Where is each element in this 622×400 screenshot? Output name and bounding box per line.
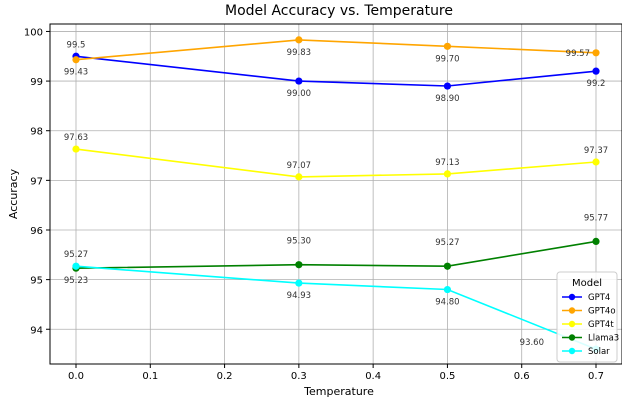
data-point [295,173,303,181]
data-label: 99.43 [64,68,88,78]
data-label: 95.23 [64,276,88,286]
y-tick-label: 96 [30,226,43,237]
data-label: 99.00 [287,89,311,99]
data-label: 94.80 [435,298,459,308]
legend-swatch-marker [568,334,576,341]
data-point [443,42,452,50]
data-point [592,67,600,75]
series-line-gpt4t [75,148,597,178]
y-tick-label: 100 [24,27,43,38]
legend-swatch-marker [568,307,576,314]
data-point [295,279,303,287]
series-line-gpt4 [75,55,597,87]
data-label: 95.27 [64,250,88,260]
chart-title: Model Accuracy vs. Temperature [225,3,453,19]
data-point [295,36,303,44]
data-point [592,237,600,246]
x-tick-label: 0.0 [68,371,84,382]
series-layer [72,36,600,353]
plot-frame [49,23,622,365]
data-label: 94.93 [287,291,311,301]
legend-item-llama3: Llama3 [562,334,619,344]
x-tick-label: 0.6 [514,371,530,382]
legend-label: Llama3 [588,334,619,344]
data-point [443,82,452,90]
data-label: 99.5 [67,40,86,50]
y-axis-ticks: 94 95 96 97 98 99 100 [24,27,50,336]
y-axis-label: Accuracy [7,168,20,219]
y-tick-label: 95 [30,276,43,287]
legend-label: GPT4o [588,307,616,317]
legend-swatch-marker [568,347,576,355]
y-tick-label: 99 [30,77,43,88]
series-line-llama3 [75,240,597,269]
data-point [295,77,303,85]
data-label: 99.57 [566,49,590,59]
series-gpt4 [72,52,600,90]
data-label: 97.07 [287,161,311,171]
data-point [72,262,80,270]
data-label: 97.37 [584,146,608,156]
x-tick-label: 0.5 [439,371,455,382]
data-label: 99.83 [287,48,311,58]
data-point [592,49,600,57]
x-tick-label: 0.7 [588,371,604,382]
legend-swatch-marker [568,320,576,328]
data-labels: 99.5 99.00 98.90 99.2 99.43 99.83 99.70 99.57 97… [64,40,608,348]
series-llama3 [72,237,600,272]
data-label: 97.13 [435,158,459,168]
y-tick-label: 98 [30,127,43,138]
data-point [443,262,452,270]
data-label: 98.90 [435,94,459,104]
data-label: 97.63 [64,133,88,143]
x-axis-label: Temperature [303,385,374,398]
legend-label: Solar [588,347,610,357]
series-line-solar [75,265,597,350]
x-tick-label: 0.3 [291,371,307,382]
x-tick-label: 0.2 [217,371,233,382]
legend-swatch-marker [568,293,576,301]
grid [50,24,622,364]
series-gpt4o [72,36,600,64]
legend-label: GPT4 [588,293,610,303]
data-label: 99.2 [587,79,606,89]
x-tick-label: 0.4 [365,371,381,382]
data-point [443,285,452,294]
data-label: 95.30 [287,237,311,247]
legend-item-gpt4t: GPT4t [562,320,614,330]
data-label: 99.70 [435,54,459,64]
data-point [295,261,303,269]
data-point [72,56,80,64]
x-tick-label: 0.1 [142,371,158,382]
legend: Model GPT4 GPT4o GPT4t Llama3 Solar [556,271,619,363]
y-tick-label: 94 [30,325,43,336]
data-label: 93.60 [520,338,544,348]
series-gpt4t [72,145,600,181]
data-label: 95.27 [435,238,459,248]
legend-item-gpt4o: GPT4o [562,307,616,317]
legend-item-gpt4: GPT4 [562,293,610,303]
data-point [72,145,80,153]
x-axis-ticks: 0.0 0.1 0.2 0.3 0.4 0.5 0.6 0.7 [68,364,604,382]
y-tick-label: 97 [30,176,43,187]
data-label: 95.77 [584,213,608,223]
legend-label: GPT4t [588,320,614,330]
data-point [443,170,452,178]
legend-title: Model [572,278,602,289]
series-line-gpt4o [75,39,597,61]
legend-item-solar: Solar [562,347,610,357]
data-point [592,158,600,166]
